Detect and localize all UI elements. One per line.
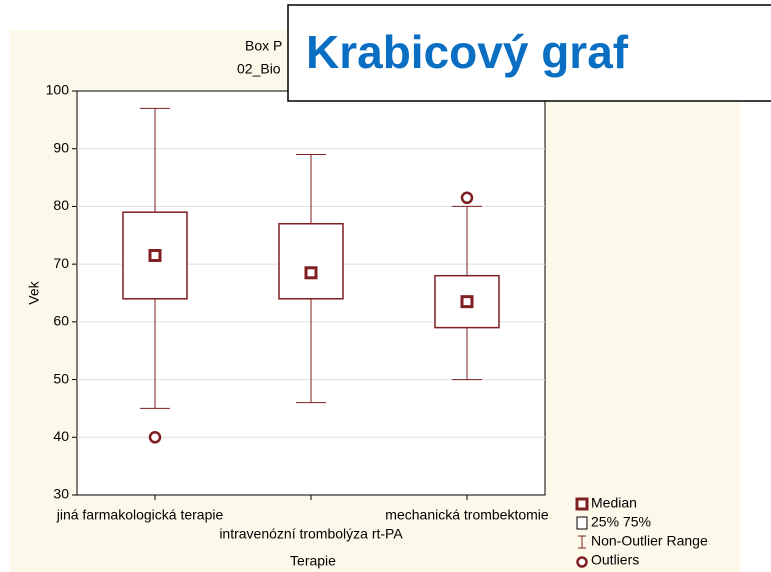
legend-icon [576,556,588,568]
chart-subtitle: 02_Bio [237,61,281,77]
legend-label: Outliers [591,552,639,568]
outlier [460,191,474,205]
x-tick-label: jiná farmakologická terapie [56,507,224,523]
legend-icon [578,535,586,549]
y-tick-label: 50 [53,370,69,386]
y-axis-label: Vek [26,280,42,304]
legend-icon [576,516,588,530]
x-axis-label: Terapie [290,553,336,569]
median [460,295,474,309]
chart-title: Box P [245,38,282,54]
overlay-title: Krabicový graf [306,26,629,78]
overlay-box [287,4,771,102]
y-tick-label: 60 [53,313,69,329]
box [278,222,344,300]
y-tick-label: 70 [53,255,69,271]
legend-icon [575,497,589,511]
median [304,266,318,280]
legend-label: Non-Outlier Range [591,533,708,549]
y-tick-label: 40 [53,428,69,444]
y-tick-label: 100 [46,82,70,98]
y-tick-label: 90 [53,139,69,155]
y-tick-label: 80 [53,197,69,213]
legend-label: Median [591,495,637,511]
median [148,248,162,262]
x-tick-label: mechanická trombektomie [385,507,549,523]
outlier [148,431,162,444]
y-tick-label: 30 [53,486,69,502]
x-tick-label: intravenózní trombolýza rt-PA [219,526,403,542]
legend-label: 25% 75% [591,514,651,530]
